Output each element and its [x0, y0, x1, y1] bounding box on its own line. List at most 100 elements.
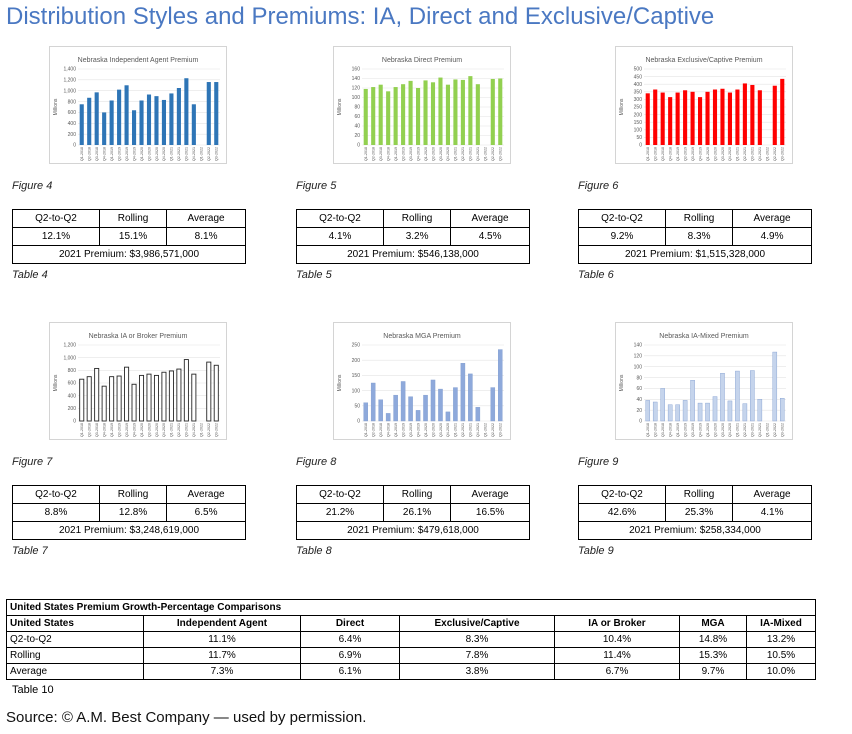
x-tick-label: Q4-2020 — [728, 147, 732, 161]
bar — [653, 89, 658, 145]
x-tick-label: Q3-2021 — [751, 147, 755, 161]
bar — [169, 93, 174, 145]
y-tick-label: 0 — [73, 143, 76, 149]
table-row: Rolling 11.7% 6.9% 7.8% 11.4% 15.3% 10.5… — [6, 647, 816, 664]
x-tick-label: Q4-2021 — [758, 147, 762, 161]
x-tick-label: Q3-2018 — [95, 147, 99, 161]
header-average: Average — [166, 485, 246, 504]
y-tick-label: 1,200 — [63, 78, 76, 84]
y-tick-label: 400 — [634, 82, 643, 88]
y-tick-label: 60 — [636, 386, 642, 392]
y-tick-label: 200 — [68, 406, 77, 412]
bar — [438, 77, 443, 145]
x-tick-label: Q4-2020 — [446, 147, 450, 161]
bar — [206, 82, 211, 145]
value-rolling: 26.1% — [383, 503, 452, 522]
x-tick-label: Q3-2020 — [721, 423, 725, 437]
x-tick-label: Q4-2021 — [192, 423, 196, 437]
figure-caption: Figure 5 — [296, 180, 337, 192]
premium-total: 2021 Premium: $546,138,000 — [296, 245, 530, 264]
x-tick-label: Q4-2021 — [476, 423, 480, 437]
bar — [400, 381, 406, 422]
bar — [750, 84, 755, 145]
y-tick-label: 0 — [73, 419, 76, 425]
bar — [146, 94, 152, 145]
y-tick-label: 50 — [354, 404, 360, 410]
x-tick-label: Q4-2018 — [102, 147, 106, 161]
x-tick-label: Q1-2022 — [200, 147, 204, 161]
bar — [645, 400, 650, 422]
bar — [445, 84, 451, 145]
growth-table: Q2-to-Q2 Rolling Average 4.1% 3.2% 4.5% 2021… — [295, 209, 530, 264]
chart-svg: Nebraska Independent Agent Premium Millio… — [53, 57, 220, 161]
x-tick-label: Q3-2020 — [439, 423, 443, 437]
value-rolling: 25.3% — [665, 503, 734, 522]
bar — [668, 97, 673, 145]
table-cell: 10.0% — [746, 663, 816, 680]
x-tick-label: Q1-2018 — [646, 147, 650, 161]
x-tick-label: Q4-2019 — [132, 147, 136, 161]
value-q2q: 4.1% — [295, 227, 385, 246]
growth-table: Q2-to-Q2 Rolling Average 21.2% 26.1% 16.5% 2… — [295, 485, 530, 540]
x-tick-label: Q1-2022 — [766, 423, 770, 437]
bar — [468, 373, 473, 422]
y-tick-label: 120 — [352, 86, 361, 92]
y-tick-label: 300 — [634, 97, 643, 103]
x-tick-label: Q1-2019 — [676, 147, 680, 161]
bar — [430, 379, 436, 422]
x-tick-label: Q1-2021 — [454, 423, 458, 437]
table-cell: 9.7% — [679, 663, 747, 680]
header-rolling: Rolling — [383, 209, 452, 228]
premium-total: 2021 Premium: $3,986,571,000 — [12, 245, 246, 264]
bar — [727, 400, 733, 422]
x-tick-label: Q3-2021 — [469, 147, 473, 161]
figure-caption: Figure 4 — [12, 180, 53, 192]
bar — [645, 93, 650, 145]
x-tick-label: Q1-2018 — [364, 423, 368, 437]
x-tick-label: Q1-2018 — [646, 423, 650, 437]
bar — [660, 92, 665, 145]
chart-direct: Nebraska Direct Premium Millions 0 20 40 60 80… — [333, 46, 511, 164]
x-tick-label: Q3-2019 — [409, 147, 413, 161]
table-row: Q2-to-Q2 11.1% 6.4% 8.3% 10.4% 14.8% 13.… — [6, 631, 816, 648]
bar — [660, 388, 665, 422]
y-tick-label: 100 — [352, 388, 361, 394]
header-q2q: Q2-to-Q2 — [295, 485, 385, 504]
y-tick-label: 350 — [634, 90, 643, 96]
growth-table: Q2-to-Q2 Rolling Average 9.2% 8.3% 4.9% 2021… — [578, 209, 812, 264]
bar — [401, 84, 406, 145]
bar — [102, 112, 107, 145]
bar — [385, 413, 391, 422]
bar — [386, 91, 391, 145]
bar — [498, 349, 503, 422]
y-tick-label: 250 — [352, 343, 361, 349]
x-tick-label: Q3-2018 — [95, 423, 99, 437]
y-tick-label: 0 — [357, 143, 360, 149]
x-tick-label: Q3-2020 — [439, 147, 443, 161]
bar — [87, 97, 92, 145]
header-rolling: Rolling — [383, 485, 452, 504]
bar — [690, 91, 695, 145]
y-tick-label: 0 — [639, 419, 642, 425]
x-tick-label: Q3-2019 — [691, 423, 695, 437]
us-table-title: United States Premium Growth-Percentage … — [6, 599, 816, 616]
table-cell: 6.1% — [300, 663, 400, 680]
chart-svg: Nebraska Direct Premium Millions 0 20 40 60 80… — [337, 57, 504, 161]
x-tick-label: Q3-2022 — [781, 147, 785, 161]
header-average: Average — [450, 209, 530, 228]
bar — [109, 376, 115, 422]
value-average: 16.5% — [450, 503, 530, 522]
row-label: Rolling — [6, 647, 144, 664]
bar — [682, 400, 688, 422]
table-caption: Table 7 — [12, 545, 48, 557]
chart-title: Nebraska Exclusive/Captive Premium — [645, 57, 762, 64]
y-tick-label: 150 — [634, 120, 643, 126]
table-caption: Table 8 — [296, 545, 332, 557]
column-header: IA or Broker — [554, 615, 680, 632]
header-rolling: Rolling — [665, 485, 734, 504]
value-q2q: 12.1% — [12, 227, 100, 246]
bar — [720, 88, 725, 145]
bar — [475, 84, 480, 145]
y-tick-label: 80 — [636, 375, 642, 381]
header-rolling: Rolling — [98, 209, 168, 228]
